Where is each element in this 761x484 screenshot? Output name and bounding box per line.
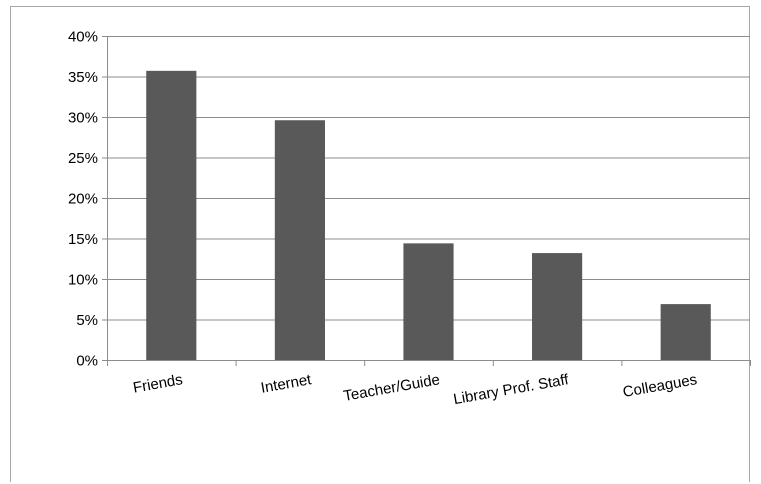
y-tick-label: 40% [68, 29, 98, 46]
bars [146, 70, 711, 361]
y-tick-label: 35% [68, 69, 98, 86]
bar-friends [146, 70, 197, 360]
gridlines [107, 36, 750, 321]
y-tick-label: 25% [68, 150, 98, 167]
bar-internet [274, 120, 325, 361]
axes [102, 36, 751, 366]
y-tick-label: 30% [68, 110, 98, 127]
y-tick-label: 15% [68, 231, 98, 248]
x-axis-category-labels: Friends Internet Teacher/Guide Library Prof… [132, 371, 699, 408]
x-category-label: Teacher/Guide [342, 371, 441, 405]
x-category-label: Internet [260, 371, 314, 397]
x-category-label: Friends [132, 371, 184, 396]
y-tick-label: 20% [68, 191, 98, 208]
chart-frame [10, 6, 750, 482]
bar-colleagues [660, 304, 711, 360]
y-tick-label: 5% [76, 312, 98, 329]
y-tick-label: 10% [68, 272, 98, 289]
bar-teacher-guide [403, 243, 454, 360]
x-category-label: Colleagues [622, 371, 699, 401]
y-axis-tick-labels: 0% 5% 10% 15% 20% 25% 30% 35% 40% [68, 29, 98, 370]
bar-library-prof-staff [532, 253, 583, 360]
x-category-label: Library Prof. Staff [452, 371, 570, 408]
y-tick-label: 0% [76, 353, 98, 370]
